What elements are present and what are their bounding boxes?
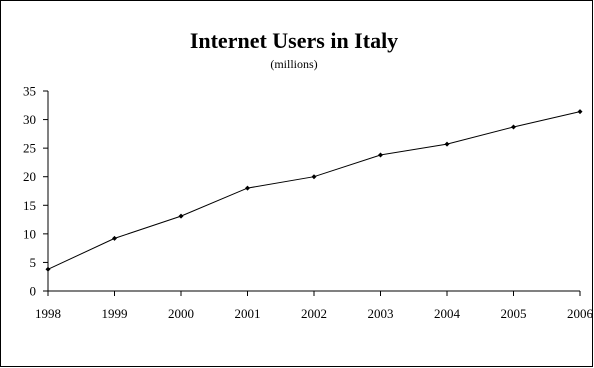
x-tick-label: 2003: [368, 306, 394, 321]
x-tick-label: 2005: [501, 306, 527, 321]
x-tick-label: 2000: [168, 306, 194, 321]
y-tick-label: 0: [30, 284, 37, 299]
y-tick-label: 20: [23, 169, 36, 184]
y-tick-label: 10: [23, 226, 36, 241]
y-tick-label: 5: [30, 255, 37, 270]
y-tick-label: 15: [23, 198, 36, 213]
x-tick-label: 2002: [301, 306, 327, 321]
data-point-marker: [245, 185, 250, 191]
x-tick-label: 2001: [235, 306, 261, 321]
x-tick-label: 2004: [434, 306, 461, 321]
y-tick-label: 30: [23, 112, 36, 127]
data-point-marker: [444, 141, 450, 147]
data-point-marker: [178, 213, 184, 219]
chart-title: Internet Users in Italy: [190, 28, 398, 53]
data-point-marker: [311, 174, 317, 180]
data-point-marker: [112, 235, 117, 241]
data-point-marker: [45, 266, 51, 272]
chart-axes: 0 5 10 15 20 25 30 35 1998 1999 2000 2001 2002 2003 20…: [23, 84, 594, 322]
series-line: [47, 111, 581, 270]
y-tick-label: 25: [23, 141, 36, 156]
chart-marks: [45, 109, 583, 272]
data-point-marker: [378, 152, 383, 158]
data-point-marker: [577, 109, 583, 115]
x-tick-label: 1998: [35, 306, 61, 321]
chart-subtitle: (millions): [270, 57, 317, 71]
x-tick-label: 1999: [102, 306, 128, 321]
data-point-marker: [511, 124, 516, 130]
x-tick-label: 2006: [567, 306, 594, 321]
y-tick-label: 35: [23, 84, 36, 99]
